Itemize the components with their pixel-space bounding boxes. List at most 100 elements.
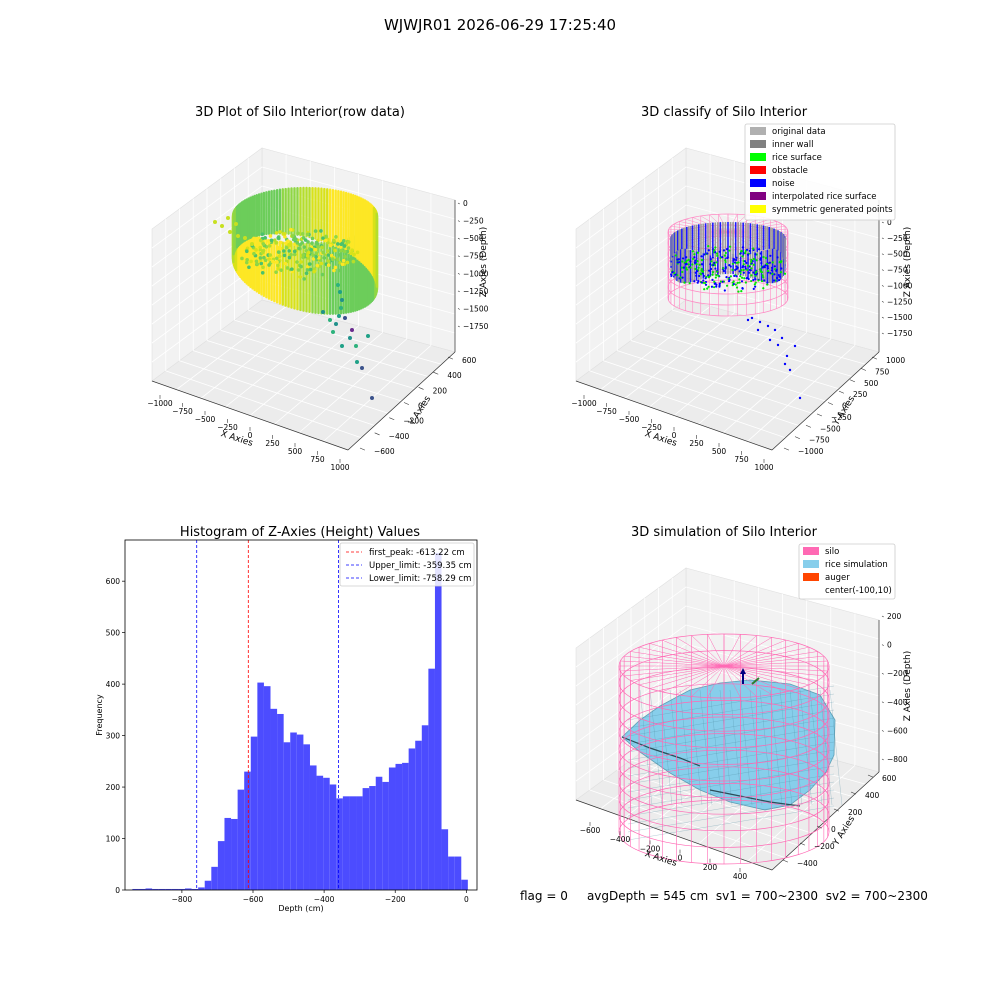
data-point [305,268,310,272]
silo-spoke [723,643,799,667]
data-point [760,280,764,283]
legend-swatch [803,560,819,568]
histogram-bar [382,781,389,890]
data-point [754,281,757,284]
data-point [350,248,354,252]
data-point [260,250,265,254]
histogram-bar [323,777,330,890]
data-point [304,271,309,276]
data-point [338,290,342,294]
grid-line [575,624,880,706]
histogram-bar [277,713,284,890]
data-point [744,251,747,255]
tick-label: 0 [418,402,423,411]
legend-label: noise [772,179,795,189]
data-point [750,260,753,263]
data-point [728,245,732,248]
data-point [271,259,275,264]
data-point [296,268,301,272]
data-point [737,290,740,293]
data-point [370,396,374,400]
raw-plot-title: 3D Plot of Silo Interior(row data) [195,105,405,120]
data-point [261,265,265,270]
data-point [697,279,700,283]
data-point [245,249,249,254]
data-point [759,268,762,272]
tick-label: −1750 [887,329,913,338]
data-point [331,330,335,334]
mesh-line [819,689,833,806]
histogram-bar [145,888,153,890]
data-point [274,270,278,274]
data-point [283,261,288,266]
data-point [319,261,324,266]
data-point [308,267,313,272]
tick-mark [881,269,884,271]
data-point [729,265,732,268]
noise-point [776,343,780,347]
legend-swatch [750,166,766,174]
simulation-z-axis-label: Z Axies (Depth) [903,651,913,722]
data-point [703,288,706,291]
data-point [752,271,755,274]
data-point [213,220,217,224]
data-point [742,271,745,274]
data-point [333,248,337,253]
noise-point [783,362,787,366]
tick-mark [881,615,884,618]
tick-label: −800 [172,895,193,904]
grid-line [575,586,880,668]
data-point [301,253,306,257]
tick-label: −1000 [463,269,489,278]
data-point [324,238,328,243]
simulation-x-ticks: −600 −400 −200 0 200 400 [580,822,748,881]
tick-mark [359,447,366,451]
legend-label: inner wall [772,140,813,150]
data-point [740,276,744,279]
data-point [750,279,753,283]
tick-label: 250 [689,439,704,448]
data-point [320,272,325,277]
data-point [716,254,719,257]
tick-label: 500 [864,379,879,388]
tick-mark [783,447,790,451]
data-point [766,283,769,286]
data-point [287,249,291,253]
grid-line [672,309,866,365]
data-point [700,281,703,284]
histogram-vlines [196,540,339,890]
data-point [236,234,240,238]
silo-spoke [662,639,725,667]
data-point [332,268,336,273]
data-point [753,283,756,286]
histogram-bar [237,789,245,890]
noise-point [766,324,770,328]
data-point [722,249,726,252]
grid-line [698,332,807,425]
data-point [744,265,747,268]
data-point [747,271,751,274]
tick-mark [850,791,857,795]
tick-label: 400 [733,872,748,881]
histogram-bar [191,888,199,890]
data-point [288,227,293,232]
tick-label: −750 [596,407,617,416]
tick-label: 0 [831,825,836,834]
tick-label: −1000 [147,399,173,408]
data-point [700,255,703,258]
data-point [290,234,295,238]
y-axis-line [771,771,880,871]
tick-label: 600 [462,356,477,365]
histogram-bar [448,856,455,890]
data-point [749,269,752,272]
data-point [276,250,281,254]
legend-swatch [750,192,766,200]
data-point [321,250,325,255]
data-point [734,258,738,262]
data-point [736,281,739,285]
data-point [683,281,686,284]
data-point [295,241,300,245]
